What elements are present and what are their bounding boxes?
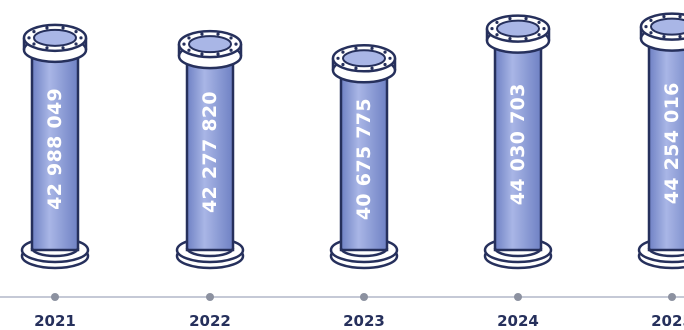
flange-bolt (229, 36, 233, 40)
flange-bolt (229, 48, 233, 52)
flange-bolt (490, 26, 494, 31)
flange-bolt (45, 26, 49, 30)
bar-pipe-2025: 44 254 016 2025 (637, 12, 684, 330)
x-tick-label: 2025 (651, 312, 684, 330)
flange-bolt (662, 34, 666, 39)
flange-bolt (537, 20, 541, 25)
timeline-dot (514, 293, 522, 301)
flange-bolt (61, 46, 65, 50)
pipe-body-bottom-edge (30, 247, 80, 258)
pipe-body (493, 25, 543, 252)
flange-bolt (542, 26, 546, 31)
flange-bolt (200, 52, 204, 56)
flange-bolt (354, 46, 358, 50)
flange-bolt (678, 34, 682, 39)
timeline-dot (360, 293, 368, 301)
pipe-body (30, 34, 80, 252)
flange-bolt (61, 26, 65, 30)
data-label: 42 988 049 (44, 88, 66, 210)
bar-pipe-2022: 42 277 820 2022 (175, 29, 245, 330)
flange-bolt (341, 50, 345, 54)
pipe-body (647, 23, 684, 252)
x-tick-label: 2022 (189, 312, 231, 330)
pipe-opening (496, 19, 540, 38)
flange-bolt (508, 36, 512, 41)
flange-bolt (370, 46, 374, 50)
flange-bolt (216, 32, 220, 36)
flange-bolt (200, 32, 204, 36)
pipe-body-bottom-edge (647, 247, 684, 258)
flange-bolt (495, 20, 499, 25)
flange-bolt (216, 52, 220, 56)
timeline-dot (206, 293, 214, 301)
flange-bolt (27, 36, 31, 40)
pipe-opening (33, 28, 77, 47)
bar-pipe-2023: 40 675 775 2023 (329, 44, 399, 330)
flange-bolt (336, 56, 340, 60)
flange-bolt (678, 15, 682, 19)
bar-pipe-2024: 44 030 703 2024 (483, 14, 553, 330)
timeline-dot (51, 293, 59, 301)
chart-marks: 42 988 049 2021 42 277 820 2022 40 675 775 20… (20, 12, 684, 330)
data-label: 44 254 016 (661, 82, 683, 204)
flange-bolt (649, 31, 653, 35)
flange-bolt (537, 33, 541, 37)
flange-bolt (341, 62, 345, 67)
pipe-body-bottom-edge (339, 247, 389, 258)
pipe-opening (650, 17, 684, 36)
flange-bolt (32, 30, 36, 34)
flange-bolt (187, 48, 191, 52)
bar-pipe-2021: 42 988 049 2021 (20, 23, 90, 330)
x-tick-label: 2021 (34, 312, 76, 330)
flange-bolt (383, 62, 387, 67)
flange-bolt (74, 30, 78, 34)
flange-bolt (32, 42, 36, 46)
pipe-opening (342, 49, 386, 68)
pipe-opening (188, 35, 232, 54)
flange-bolt (508, 16, 512, 21)
flange-bolt (524, 16, 528, 21)
flange-bolt (662, 15, 666, 19)
flange-bolt (182, 42, 186, 46)
flange-bolt (234, 42, 238, 46)
data-label: 44 030 703 (507, 83, 529, 205)
x-tick-label: 2024 (497, 312, 539, 330)
flange-bolt (524, 36, 528, 41)
flange-bolt (354, 66, 358, 70)
pipe-body (185, 40, 235, 252)
flange-bolt (649, 18, 653, 23)
flange-bolt (187, 36, 191, 40)
flange-bolt (388, 56, 392, 60)
flange-bolt (383, 50, 387, 54)
timeline-dot (668, 293, 676, 301)
data-label: 42 277 820 (199, 91, 221, 213)
x-tick-label: 2023 (343, 312, 385, 330)
flange-bolt (644, 25, 648, 29)
pipe-body (339, 55, 389, 252)
flange-bolt (79, 36, 83, 40)
flange-bolt (74, 42, 78, 46)
pipe-body-bottom-edge (493, 247, 543, 258)
flange-bolt (495, 33, 499, 37)
flange-bolt (370, 66, 374, 70)
flange-bolt (45, 46, 49, 50)
data-label: 40 675 775 (353, 98, 375, 220)
pipe-body-bottom-edge (185, 247, 235, 258)
